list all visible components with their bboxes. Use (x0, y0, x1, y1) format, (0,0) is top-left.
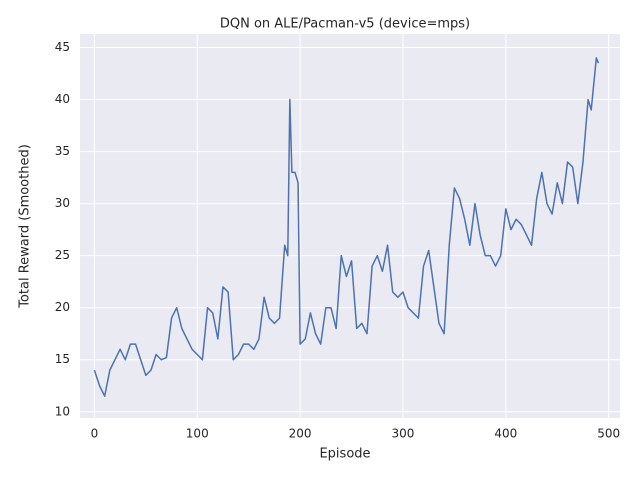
line-series (93, 57, 600, 397)
x-axis-label: Episode (319, 447, 370, 462)
x-tick-label: 300 (392, 427, 415, 441)
y-tick-label: 10 (55, 404, 70, 418)
x-tick-label: 500 (597, 427, 620, 441)
chart-title: DQN on ALE/Pacman-v5 (device=mps) (220, 17, 470, 32)
x-tick-label: 200 (289, 427, 312, 441)
x-tick-label: 400 (494, 427, 517, 441)
y-tick-label: 40 (55, 92, 70, 106)
y-tick-label: 30 (55, 196, 70, 210)
x-tick-label: 100 (186, 427, 209, 441)
y-tick-label: 20 (55, 300, 70, 314)
y-tick-label: 35 (55, 144, 70, 158)
plot-area (80, 34, 620, 418)
y-axis-label: Total Reward (Smoothed) (18, 144, 33, 309)
y-tick-label: 45 (55, 40, 70, 54)
y-tick-label: 25 (55, 248, 70, 262)
x-tick-label: 0 (91, 427, 99, 441)
y-tick-label: 15 (55, 352, 70, 366)
